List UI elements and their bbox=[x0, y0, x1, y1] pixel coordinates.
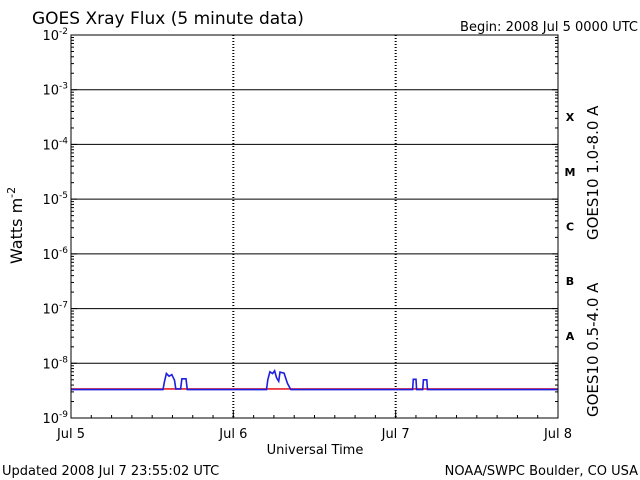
flare-class-label: M bbox=[565, 166, 576, 179]
y-tick-label: 10-3 bbox=[42, 82, 68, 99]
plot-frame bbox=[70, 34, 559, 419]
flare-class-label: A bbox=[566, 330, 575, 343]
flare-class-label: X bbox=[566, 111, 575, 124]
y-tick-label: 10-2 bbox=[42, 27, 68, 44]
legend-goes10-long: GOES10 1.0-8.0 A bbox=[584, 105, 602, 240]
x-tick-label: Jul 5 bbox=[56, 427, 85, 442]
legend-goes10-short: GOES10 0.5-4.0 A bbox=[584, 282, 602, 417]
x-tick-label: Jul 7 bbox=[381, 427, 410, 442]
y-tick-label: 10-7 bbox=[42, 301, 68, 318]
y-tick-label: 10-6 bbox=[42, 246, 68, 263]
y-tick-label: 10-4 bbox=[42, 136, 68, 153]
day-boundary-lines bbox=[232, 35, 397, 418]
data-source: NOAA/SWPC Boulder, CO USA bbox=[445, 464, 638, 479]
y-axis-label: Watts m-2 bbox=[5, 187, 26, 264]
updated-timestamp: Updated 2008 Jul 7 23:55:02 UTC bbox=[2, 464, 219, 479]
series-lines bbox=[71, 369, 558, 391]
x-tick-labels: Jul 5 Jul 6 Jul 7 Jul 8 bbox=[56, 427, 572, 442]
x-tick-label: Jul 6 bbox=[218, 427, 247, 442]
begin-label: Begin: 2008 Jul 5 0000 UTC bbox=[460, 20, 638, 35]
y-tick-label: 10-8 bbox=[42, 355, 68, 372]
y-tick-label: 10-9 bbox=[42, 410, 68, 427]
flare-class-label: B bbox=[566, 275, 574, 288]
flare-class-label: C bbox=[566, 221, 574, 234]
y-tick-label: 10-5 bbox=[42, 191, 68, 208]
chart-title: GOES Xray Flux (5 minute data) bbox=[32, 9, 304, 29]
x-axis-label: Universal Time bbox=[267, 443, 364, 458]
flare-class-labels: X M C B A bbox=[565, 111, 576, 343]
axis-ticks bbox=[70, 37, 559, 419]
series-line-1 bbox=[71, 369, 558, 391]
grid-lines bbox=[71, 89, 558, 364]
y-tick-labels: 10-2 10-3 10-4 10-5 10-6 10-7 10-8 10-9 bbox=[42, 27, 68, 427]
x-tick-label: Jul 8 bbox=[543, 427, 572, 442]
